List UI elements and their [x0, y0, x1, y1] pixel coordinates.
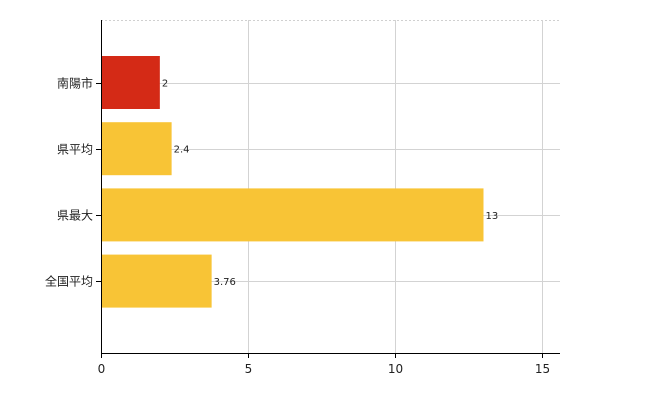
x-tick-label: 0 — [98, 362, 106, 376]
bar-value-label: 3.76 — [214, 277, 236, 288]
x-tick-label: 15 — [535, 362, 550, 376]
bar-2 — [101, 122, 172, 176]
y-category-label: 県平均 — [57, 143, 93, 157]
bars-layer — [101, 56, 484, 308]
bar-value-label: 13 — [486, 211, 499, 222]
bar-1 — [101, 56, 160, 109]
bar-value-label: 2 — [162, 79, 168, 90]
y-category-label: 南陽市 — [57, 76, 93, 91]
x-tick-label: 10 — [388, 362, 403, 376]
bar-4 — [101, 254, 212, 308]
bar-3 — [101, 188, 484, 242]
bar-value-label: 2.4 — [174, 145, 190, 156]
y-category-label: 全国平均 — [45, 274, 93, 289]
y-category-label: 県最大 — [57, 209, 93, 223]
axes-layer — [96, 20, 560, 358]
x-tick-label: 5 — [245, 362, 253, 376]
